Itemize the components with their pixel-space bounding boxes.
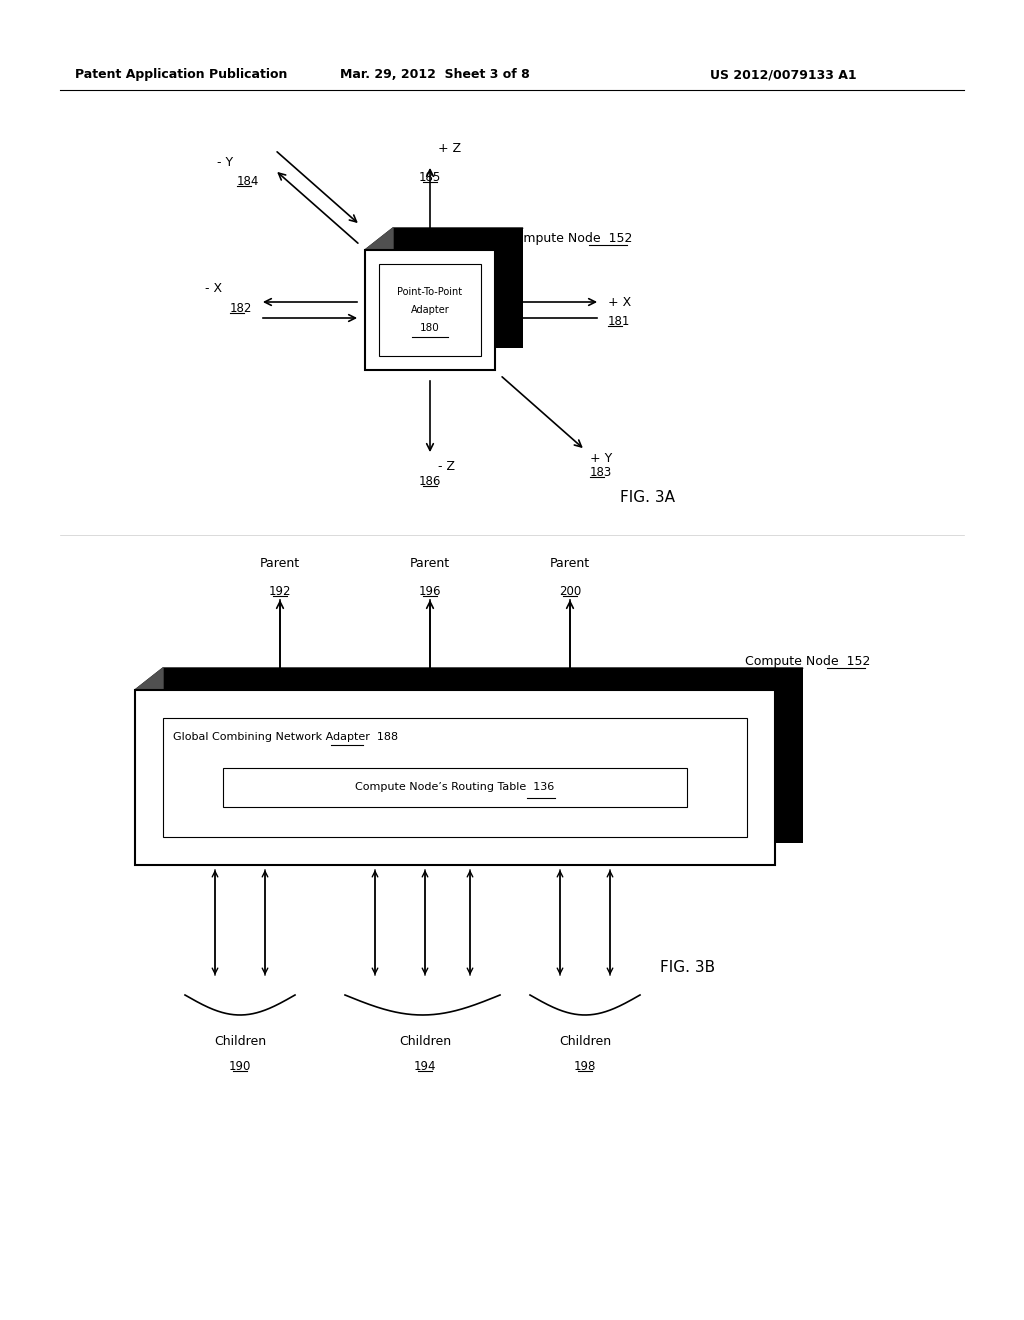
Text: - X: - X bbox=[205, 281, 222, 294]
Polygon shape bbox=[365, 228, 523, 249]
Text: Children: Children bbox=[214, 1035, 266, 1048]
Text: Adapter: Adapter bbox=[411, 305, 450, 315]
Text: + X: + X bbox=[608, 296, 631, 309]
Text: Parent: Parent bbox=[410, 557, 451, 570]
FancyBboxPatch shape bbox=[163, 718, 746, 837]
Text: 184: 184 bbox=[237, 176, 259, 187]
Polygon shape bbox=[135, 668, 803, 690]
Text: 182: 182 bbox=[230, 302, 252, 315]
FancyBboxPatch shape bbox=[393, 228, 523, 348]
Text: Parent: Parent bbox=[550, 557, 590, 570]
Text: 180: 180 bbox=[420, 323, 440, 333]
Polygon shape bbox=[365, 228, 393, 370]
Text: 181: 181 bbox=[608, 315, 631, 327]
Text: US 2012/0079133 A1: US 2012/0079133 A1 bbox=[710, 69, 857, 81]
Text: 200: 200 bbox=[559, 585, 582, 598]
Text: + Z: + Z bbox=[438, 143, 461, 154]
Text: Point-To-Point: Point-To-Point bbox=[397, 286, 463, 297]
Text: Children: Children bbox=[559, 1035, 611, 1048]
Text: Parent: Parent bbox=[260, 557, 300, 570]
Text: Compute Node  152: Compute Node 152 bbox=[745, 655, 870, 668]
Text: 194: 194 bbox=[414, 1060, 436, 1073]
Text: 196: 196 bbox=[419, 585, 441, 598]
Text: 183: 183 bbox=[590, 466, 612, 479]
FancyBboxPatch shape bbox=[365, 249, 495, 370]
Text: 198: 198 bbox=[573, 1060, 596, 1073]
Text: Global Combining Network Adapter  188: Global Combining Network Adapter 188 bbox=[173, 733, 398, 742]
Text: Patent Application Publication: Patent Application Publication bbox=[75, 69, 288, 81]
Text: FIG. 3B: FIG. 3B bbox=[660, 960, 715, 975]
Text: FIG. 3A: FIG. 3A bbox=[620, 490, 675, 506]
Text: Compute Node  152: Compute Node 152 bbox=[507, 232, 633, 246]
Text: 192: 192 bbox=[268, 585, 291, 598]
Text: 186: 186 bbox=[419, 475, 441, 488]
FancyBboxPatch shape bbox=[163, 668, 803, 843]
Text: Children: Children bbox=[399, 1035, 451, 1048]
FancyBboxPatch shape bbox=[135, 690, 775, 865]
FancyBboxPatch shape bbox=[379, 264, 481, 356]
Text: - Z: - Z bbox=[438, 459, 455, 473]
FancyBboxPatch shape bbox=[223, 768, 687, 807]
Polygon shape bbox=[135, 668, 163, 865]
Text: 190: 190 bbox=[228, 1060, 251, 1073]
Text: + Y: + Y bbox=[590, 451, 612, 465]
Text: - Y: - Y bbox=[217, 156, 233, 169]
Text: 185: 185 bbox=[419, 172, 441, 183]
Text: Compute Node’s Routing Table  136: Compute Node’s Routing Table 136 bbox=[355, 783, 555, 792]
Text: Mar. 29, 2012  Sheet 3 of 8: Mar. 29, 2012 Sheet 3 of 8 bbox=[340, 69, 529, 81]
